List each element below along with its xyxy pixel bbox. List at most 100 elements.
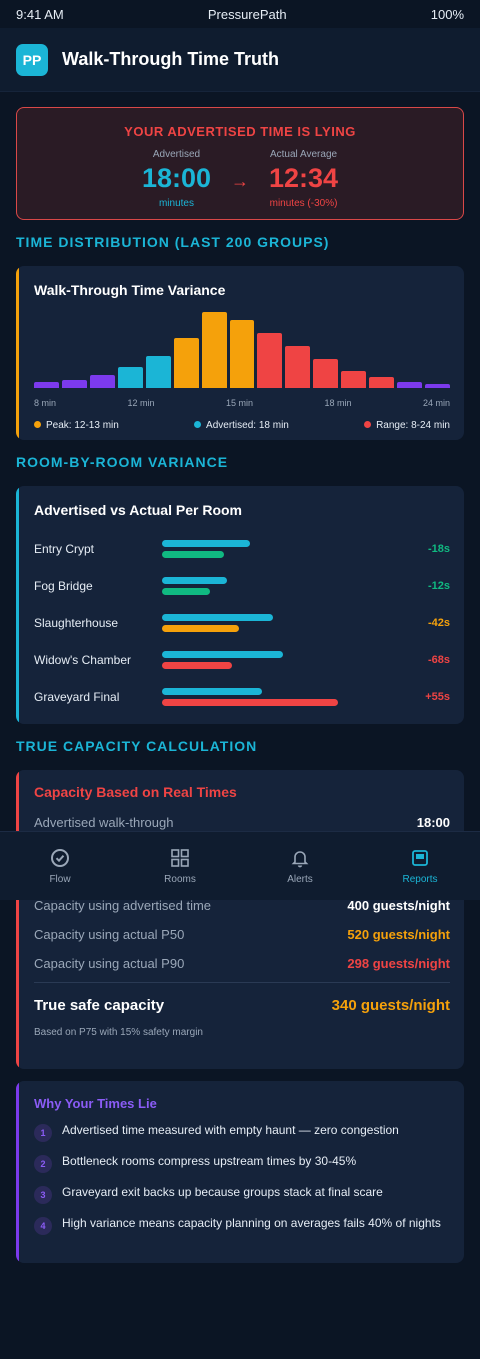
dot-icon <box>364 421 372 428</box>
histogram-bar <box>145 356 171 388</box>
legend-advertised: Advertised: 18 min <box>194 420 289 431</box>
lying-alert: YOUR ADVERTISED TIME IS LYING Advertised… <box>16 107 464 220</box>
actual-bar <box>162 587 210 595</box>
histogram-bar <box>201 312 227 388</box>
room-row: Graveyard Final +55s <box>34 678 450 715</box>
divider <box>34 982 450 983</box>
histogram-bar <box>257 333 283 388</box>
true-capacity-value: 340 guests/night <box>331 997 450 1014</box>
advertised-bar <box>162 576 228 584</box>
capacity-row: Capacity using advertised time 400 guest… <box>34 898 450 913</box>
legend-peak-label: Peak: 12-13 min <box>46 420 119 431</box>
legend-advertised-label: Advertised: 18 min <box>206 420 289 431</box>
histogram-bar <box>89 375 115 388</box>
legend-peak: Peak: 12-13 min <box>34 420 119 431</box>
advertised-bar <box>162 650 284 658</box>
nav-rooms[interactable]: Rooms <box>120 832 240 900</box>
room-row: Entry Crypt -18s <box>34 530 450 567</box>
room-name: Fog Bridge <box>34 578 93 593</box>
page-title: Walk-Through Time Truth <box>62 49 279 69</box>
why-text: High variance means capacity planning on… <box>62 1216 441 1230</box>
histogram-bar <box>173 337 199 388</box>
alert-title: YOUR ADVERTISED TIME IS LYING <box>124 124 356 139</box>
nav-reports-label: Reports <box>402 873 438 885</box>
room-row: Fog Bridge -12s <box>34 567 450 604</box>
advertised-label: Advertised <box>152 149 201 160</box>
capacity-label: Capacity using advertised time <box>34 898 212 913</box>
rooms-list: Entry Crypt -18s Fog Bridge -12s Slaughterho… <box>34 530 450 715</box>
actual-bar <box>162 661 233 669</box>
why-item: 3 Graveyard exit backs up because groups … <box>34 1185 450 1204</box>
room-bars <box>162 611 410 635</box>
app-logo: PP <box>16 43 48 76</box>
room-bars <box>162 685 410 709</box>
actual-bar <box>162 698 338 706</box>
capacity-row: Capacity using actual P50 520 guests/nig… <box>34 927 450 942</box>
actual-label: Actual Average <box>269 149 338 160</box>
nav-flow[interactable]: Flow <box>0 832 120 900</box>
status-time: 9:41 AM <box>16 6 64 22</box>
advertised-bar <box>162 613 273 621</box>
room-bars <box>162 537 410 561</box>
capacity-label: Capacity using actual P90 <box>34 956 185 971</box>
nav-alerts[interactable]: Alerts <box>240 832 360 900</box>
histogram-bar <box>61 380 87 388</box>
section-title-distribution: TIME DISTRIBUTION (LAST 200 GROUPS) <box>16 234 330 250</box>
axis-tick: 15 min <box>225 398 253 408</box>
room-delta: -12s <box>427 579 450 592</box>
room-delta: -68s <box>427 653 450 666</box>
true-capacity-label: True safe capacity <box>34 997 165 1014</box>
histogram-axis: 8 min 12 min 15 min 18 min 24 min <box>34 398 450 408</box>
why-text: Bottleneck rooms compress upstream times… <box>62 1154 357 1168</box>
legend-range-label: Range: 8-24 min <box>376 420 450 431</box>
histogram-bar <box>313 359 339 388</box>
capacity-value: 400 guests/night <box>347 898 450 913</box>
room-row: Slaughterhouse -42s <box>34 604 450 641</box>
capacity-card: Capacity Based on Real Times Advertised … <box>16 770 464 1069</box>
room-bars <box>162 574 410 598</box>
room-name: Entry Crypt <box>34 541 95 556</box>
why-number: 3 <box>34 1186 52 1204</box>
bottom-nav: Flow Rooms Alerts Reports <box>0 831 480 900</box>
histogram-chart <box>34 308 450 388</box>
histogram-legend: Peak: 12-13 min Advertised: 18 min Range… <box>34 420 450 431</box>
nav-alerts-label: Alerts <box>287 873 313 885</box>
advertised-bar <box>162 687 263 695</box>
capacity-row: Advertised walk-through 18:00 <box>34 815 450 830</box>
legend-range: Range: 8-24 min <box>364 420 450 431</box>
capacity-value: 18:00 <box>416 815 450 830</box>
section-title-capacity: TRUE CAPACITY CALCULATION <box>16 738 258 754</box>
histogram-bar <box>397 381 423 388</box>
capacity-note: Based on P75 with 15% safety margin <box>34 1027 203 1038</box>
true-capacity-row: True safe capacity 340 guests/night <box>34 997 450 1014</box>
why-item: 4 High variance means capacity planning o… <box>34 1216 450 1235</box>
nav-reports[interactable]: Reports <box>360 832 480 900</box>
room-name: Graveyard Final <box>34 689 120 704</box>
nav-rooms-label: Rooms <box>164 873 196 885</box>
nav-flow-label: Flow <box>49 873 71 885</box>
check-circle-icon <box>51 848 69 867</box>
histogram-bar <box>369 376 395 388</box>
actual-value: 12:34 <box>269 163 339 193</box>
room-name: Widow's Chamber <box>34 652 131 667</box>
histogram-title: Walk-Through Time Variance <box>34 282 226 298</box>
actual-unit: minutes (-30%) <box>269 198 338 209</box>
report-icon <box>412 849 428 866</box>
room-delta: -18s <box>427 542 450 555</box>
capacity-row: Capacity using actual P90 298 guests/nig… <box>34 956 450 971</box>
why-item: 2 Bottleneck rooms compress upstream time… <box>34 1154 450 1173</box>
histogram-bar <box>425 384 450 388</box>
dot-icon <box>194 421 202 428</box>
histogram-bar <box>341 371 367 388</box>
main-content: YOUR ADVERTISED TIME IS LYING Advertised… <box>0 92 480 1263</box>
app-header: PP Walk-Through Time Truth <box>0 28 480 92</box>
section-title-rooms: ROOM-BY-ROOM VARIANCE <box>16 454 229 470</box>
why-title: Why Your Times Lie <box>34 1096 157 1111</box>
capacity-label: Advertised walk-through <box>34 815 174 830</box>
advertised-bar <box>162 539 250 547</box>
why-card: Why Your Times Lie 1 Advertised time meas… <box>16 1081 464 1263</box>
grid-icon <box>171 848 189 867</box>
histogram-card: Walk-Through Time Variance 8 min 12 min … <box>16 266 464 440</box>
why-item: 1 Advertised time measured with empty hau… <box>34 1123 450 1142</box>
room-bars <box>162 648 410 672</box>
